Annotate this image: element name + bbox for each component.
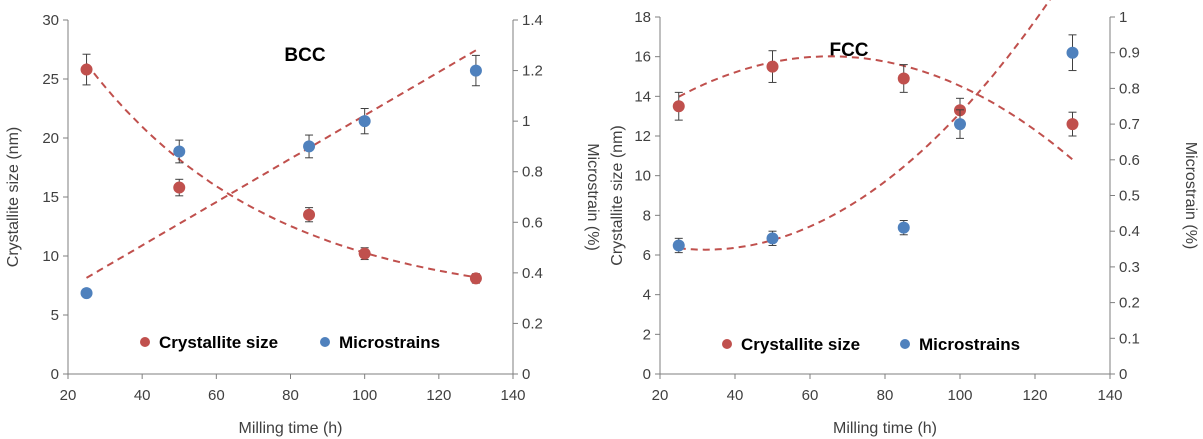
y-tick-label: 10 <box>634 168 651 185</box>
y2-axis-title: Microstrain (%) <box>584 143 601 251</box>
data-point <box>954 118 966 131</box>
y2-tick-label: 1 <box>1119 9 1127 26</box>
y2-tick-label: 0.4 <box>522 265 543 282</box>
data-point <box>1066 118 1079 131</box>
series-crystallite-size <box>672 50 1079 161</box>
y-tick-label: 8 <box>643 207 651 224</box>
data-point <box>766 60 779 73</box>
x-tick-label: 140 <box>1097 387 1122 404</box>
y2-tick-label: 0.8 <box>1119 80 1140 97</box>
data-point <box>303 208 316 221</box>
y-tick-label: 18 <box>634 9 651 26</box>
data-point <box>173 181 186 194</box>
x-tick-label: 100 <box>947 387 972 404</box>
y-tick-label: 5 <box>51 307 59 324</box>
y2-tick-label: 0.6 <box>1119 152 1140 169</box>
data-point <box>80 287 93 300</box>
y-tick-label: 16 <box>634 49 651 66</box>
y2-tick-label: 0.7 <box>1119 116 1140 133</box>
data-point <box>173 145 186 158</box>
data-point <box>303 140 316 153</box>
trend-line <box>678 0 1051 251</box>
y2-tick-label: 0.3 <box>1119 259 1140 276</box>
y2-tick-label: 0.8 <box>522 164 543 181</box>
x-tick-label: 140 <box>500 387 525 404</box>
x-tick-label: 80 <box>877 387 894 404</box>
series-crystallite-size <box>80 53 482 285</box>
data-point <box>358 247 371 260</box>
data-point <box>358 115 371 128</box>
y-tick-label: 2 <box>643 326 651 343</box>
x-tick-label: 40 <box>134 387 151 404</box>
y-tick-label: 4 <box>643 287 651 304</box>
y-tick-label: 15 <box>42 189 59 206</box>
y-axis-title: Crystallite size (nm) <box>609 125 626 265</box>
legend-marker <box>900 339 910 349</box>
chart-panel-fcc: 20 40 60 80 100 120 140 0 2 4 6 8 10 12 14 16 18 0 0.1 0.2 0… <box>609 0 1199 437</box>
y-tick-label: 6 <box>643 247 651 264</box>
legend-marker <box>140 337 150 347</box>
data-point <box>672 239 685 252</box>
y2-tick-label: 0.2 <box>522 315 543 332</box>
legend-marker <box>722 339 732 349</box>
y2-tick-label: 0.4 <box>1119 223 1140 240</box>
y-tick-label: 0 <box>643 366 651 383</box>
data-point <box>766 232 779 245</box>
legend-label: Microstrains <box>339 333 440 352</box>
data-point <box>897 72 910 85</box>
y2-tick-label: 0.2 <box>1119 295 1140 312</box>
y-tick-label: 0 <box>51 366 59 383</box>
y2-tick-label: 0.6 <box>522 214 543 231</box>
x-axis-title: Milling time (h) <box>833 420 937 437</box>
y2-tick-label: 1 <box>522 113 530 130</box>
legend-marker <box>320 337 330 347</box>
x-tick-label: 60 <box>208 387 225 404</box>
x-tick-label: 120 <box>1022 387 1047 404</box>
y2-tick-label: 0.5 <box>1119 188 1140 205</box>
x-tick-label: 80 <box>282 387 299 404</box>
y-tick-label: 10 <box>42 248 59 265</box>
x-tick-label: 40 <box>727 387 744 404</box>
y2-tick-label: 1.2 <box>522 63 543 80</box>
y2-tick-label: 1.4 <box>522 12 543 29</box>
x-tick-label: 20 <box>652 387 669 404</box>
data-point <box>672 100 685 113</box>
x-axis-title: Milling time (h) <box>238 420 342 437</box>
y-tick-label: 14 <box>634 88 651 105</box>
panel-title: FCC <box>829 40 868 61</box>
y2-tick-label: 0 <box>1119 366 1127 383</box>
y-tick-label: 20 <box>42 130 59 147</box>
legend-label: Crystallite size <box>741 335 860 354</box>
data-point <box>469 272 482 285</box>
chart-panel-bcc: 20 40 60 80 100 120 140 0 5 10 15 20 25 30 0 0.2 0.4 0.6 0… <box>5 12 601 437</box>
trend-line <box>85 49 477 279</box>
trend-line <box>678 55 1074 161</box>
y2-tick-label: 0.1 <box>1119 330 1140 347</box>
y2-tick-label: 0.9 <box>1119 45 1140 62</box>
x-tick-label: 120 <box>426 387 451 404</box>
x-tick-label: 20 <box>60 387 77 404</box>
data-point <box>1066 46 1079 59</box>
y-tick-label: 12 <box>634 128 651 145</box>
data-point <box>469 64 482 77</box>
y2-tick-label: 0 <box>522 366 530 383</box>
legend-label: Microstrains <box>919 335 1020 354</box>
x-tick-label: 60 <box>802 387 819 404</box>
x-tick-label: 100 <box>352 387 377 404</box>
y2-axis-title: Microstrain (%) <box>1182 142 1199 250</box>
data-point <box>80 63 93 76</box>
legend-label: Crystallite size <box>159 333 278 352</box>
y-tick-label: 25 <box>42 71 59 88</box>
series-microstrains <box>672 0 1079 254</box>
data-point <box>897 221 910 234</box>
y-axis-title: Crystallite size (nm) <box>5 127 22 267</box>
panel-title: BCC <box>284 45 325 66</box>
y-tick-label: 30 <box>42 12 59 29</box>
trend-line <box>85 63 477 279</box>
series-microstrains <box>80 49 482 300</box>
